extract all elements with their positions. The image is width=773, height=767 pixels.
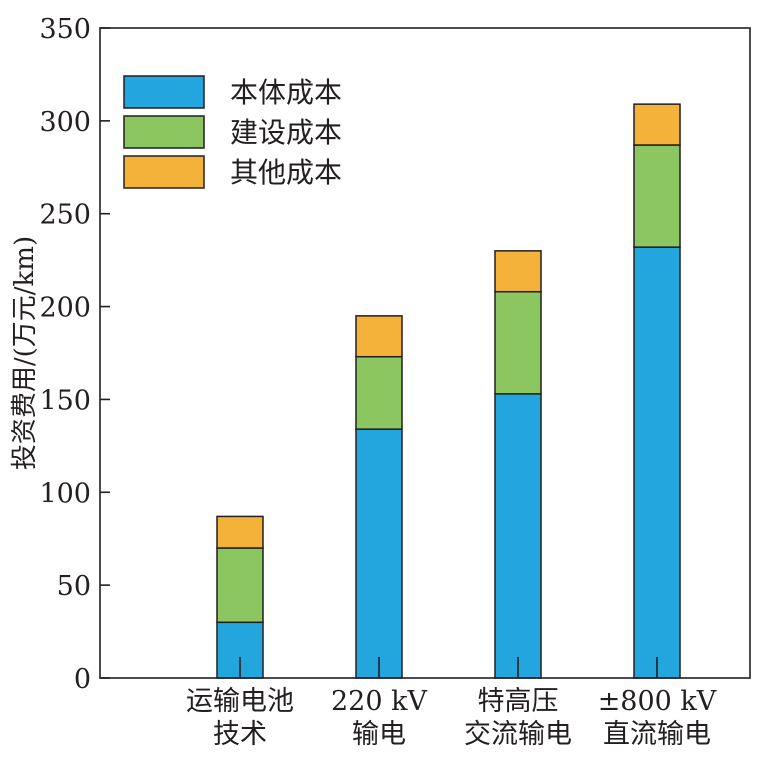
bar-segment-1-category-2 [355, 428, 403, 679]
legend-label-3: 其他成本 [230, 156, 342, 189]
x-tick-label: 交流输电 [464, 719, 572, 750]
bar-segment-3-category-4 [633, 103, 681, 146]
y-tick-label: 50 [57, 571, 91, 602]
legend-label-2: 建设成本 [230, 116, 342, 149]
y-tick-label: 0 [74, 664, 91, 695]
y-tick-label: 250 [39, 200, 91, 231]
bar-segment-3-category-2 [355, 315, 403, 358]
y-tick-label: 100 [39, 478, 91, 509]
x-tick-label: 输电 [352, 719, 406, 750]
x-tick-label: 220 kV [331, 686, 427, 717]
y-tick-label: 150 [39, 385, 91, 416]
x-tick-label: ±800 kV [598, 686, 717, 717]
bars-layer [216, 103, 681, 679]
bar-segment-2-category-2 [355, 355, 403, 430]
legend-label-1: 本体成本 [230, 76, 342, 109]
bar-segment-3-category-1 [216, 515, 264, 549]
legend-swatch-1 [123, 75, 205, 109]
bar-segment-1-category-3 [494, 393, 542, 679]
y-tick-label: 300 [39, 107, 91, 138]
bar-segment-1-category-4 [633, 246, 681, 679]
y-axis-label: 投资费用/(万元/km) [10, 236, 40, 470]
x-tick-label: 运输电池 [186, 686, 294, 717]
x-tick-label: 特高压 [478, 686, 559, 717]
bar-segment-2-category-3 [494, 290, 542, 395]
bar-segment-3-category-3 [494, 250, 542, 293]
plot-frame [99, 27, 751, 679]
y-tick-label: 350 [39, 14, 91, 45]
bar-segment-2-category-4 [633, 144, 681, 248]
legend-swatch-3 [123, 155, 205, 189]
legend-swatch-2 [123, 115, 205, 149]
x-tick-label: 直流输电 [603, 719, 711, 750]
x-tick-label: 技术 [213, 719, 267, 750]
y-tick-label: 200 [39, 293, 91, 324]
bar-segment-2-category-1 [216, 547, 264, 624]
